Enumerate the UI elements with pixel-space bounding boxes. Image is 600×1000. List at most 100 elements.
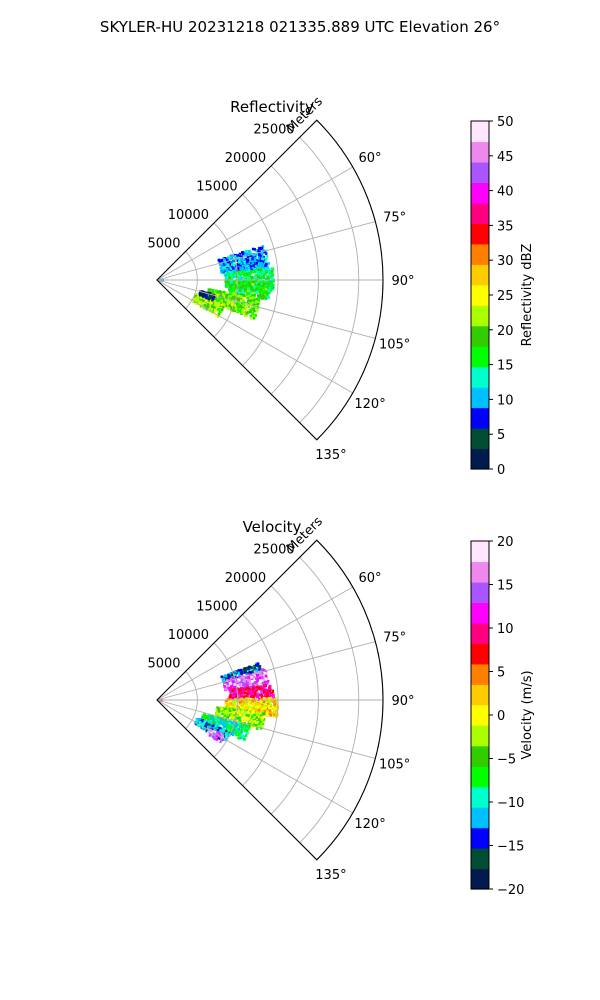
radar-gate bbox=[213, 309, 217, 313]
radar-gate bbox=[241, 289, 245, 293]
radar-gate bbox=[231, 265, 234, 269]
radar-gate bbox=[211, 724, 215, 728]
radar-gate bbox=[211, 288, 214, 292]
radar-gate bbox=[224, 709, 228, 712]
radar-gate bbox=[209, 728, 212, 732]
radar-gate bbox=[245, 295, 249, 298]
radar-gate bbox=[245, 279, 249, 283]
radar-gate bbox=[238, 685, 241, 688]
radar-gate bbox=[228, 722, 231, 725]
radar-gate bbox=[269, 703, 272, 707]
radar-gate bbox=[211, 721, 215, 724]
radar-gate bbox=[249, 297, 252, 300]
radar-gate bbox=[247, 250, 250, 253]
radar-gate bbox=[224, 304, 228, 308]
radar-gate bbox=[228, 709, 232, 712]
colorbar-label: Reflectivity dBZ bbox=[520, 244, 535, 347]
radar-gate bbox=[274, 709, 278, 713]
radar-gate bbox=[226, 282, 229, 286]
angular-grid-line bbox=[156, 279, 376, 339]
radar-gate bbox=[259, 678, 262, 681]
radar-gate bbox=[242, 291, 246, 294]
radar-gate bbox=[243, 674, 246, 678]
radar-gate bbox=[226, 715, 230, 719]
radar-gate bbox=[232, 306, 236, 310]
radar-gate bbox=[233, 675, 237, 678]
colorbar-label: Velocity (m/s) bbox=[520, 670, 535, 759]
radar-gate bbox=[220, 270, 223, 273]
radar-gate bbox=[249, 697, 253, 701]
radar-gate bbox=[241, 699, 244, 703]
radar-gate bbox=[232, 290, 236, 294]
radar-gate bbox=[253, 664, 256, 668]
radar-gate bbox=[245, 667, 249, 670]
radar-gate bbox=[271, 285, 275, 289]
radar-gate bbox=[260, 290, 264, 294]
radar-gate bbox=[232, 711, 236, 715]
radar-gate bbox=[229, 262, 233, 266]
radar-gate bbox=[229, 268, 233, 272]
radar-gate bbox=[219, 266, 223, 270]
radar-gate bbox=[262, 691, 266, 695]
radar-gate bbox=[243, 261, 246, 265]
radar-gate bbox=[249, 265, 253, 268]
radar-gate bbox=[231, 673, 234, 677]
radar-gate bbox=[243, 685, 247, 688]
radar-gate bbox=[209, 720, 213, 723]
radar-gate bbox=[258, 291, 262, 294]
radar-gate bbox=[220, 294, 223, 298]
radar-gate bbox=[247, 725, 250, 728]
radar-gate bbox=[215, 734, 219, 738]
colorbar-tick-label: −20 bbox=[497, 883, 524, 898]
radar-gate bbox=[225, 706, 228, 709]
radar-gate bbox=[246, 260, 249, 264]
radar-gate bbox=[247, 253, 251, 257]
radar-gate bbox=[265, 293, 269, 296]
radar-data bbox=[157, 662, 279, 744]
colorbar-segment bbox=[471, 284, 489, 306]
radar-gate bbox=[238, 722, 241, 726]
radar-gate bbox=[217, 292, 220, 296]
radar-gate bbox=[247, 311, 250, 314]
radar-gate bbox=[273, 711, 277, 714]
radar-gate bbox=[229, 672, 233, 675]
radar-gate bbox=[217, 708, 221, 712]
radar-gate bbox=[252, 723, 256, 727]
radar-gate bbox=[242, 679, 246, 682]
colorbar-segment bbox=[471, 387, 489, 409]
radar-gate bbox=[229, 688, 232, 692]
radar-gate bbox=[251, 312, 254, 316]
radar-gate bbox=[213, 722, 217, 726]
radar-gate bbox=[233, 296, 237, 299]
radar-gate bbox=[229, 290, 233, 293]
radar-gate bbox=[225, 685, 229, 689]
radar-gate bbox=[207, 297, 211, 301]
radar-gate bbox=[238, 688, 242, 692]
radar-gate bbox=[247, 276, 250, 280]
radar-gate bbox=[247, 679, 250, 682]
radar-gate bbox=[260, 700, 263, 703]
colorbar-tick-label: 10 bbox=[497, 393, 514, 408]
radar-gate bbox=[236, 259, 240, 262]
radar-gate bbox=[227, 705, 230, 709]
radar-gate bbox=[237, 736, 240, 740]
radar-gate bbox=[254, 675, 258, 678]
radar-gate bbox=[231, 283, 235, 286]
radar-gate bbox=[234, 300, 237, 303]
radar-gate bbox=[250, 300, 254, 303]
radar-gate bbox=[198, 293, 202, 297]
radar-gate bbox=[210, 731, 213, 734]
radar-gate bbox=[250, 305, 254, 309]
radar-gate bbox=[245, 711, 248, 714]
colorbar-tick-label: 25 bbox=[497, 289, 514, 304]
radar-gate bbox=[251, 700, 254, 703]
radar-gate bbox=[239, 268, 243, 272]
radar-gate bbox=[247, 692, 251, 696]
colorbar-tick-label: 10 bbox=[497, 622, 514, 637]
radar-gate bbox=[260, 705, 263, 709]
radar-gate bbox=[253, 270, 256, 274]
radar-gate bbox=[260, 685, 263, 688]
radar-gate bbox=[241, 689, 245, 693]
colorbar-segment bbox=[471, 541, 489, 563]
radar-gate bbox=[270, 691, 273, 695]
